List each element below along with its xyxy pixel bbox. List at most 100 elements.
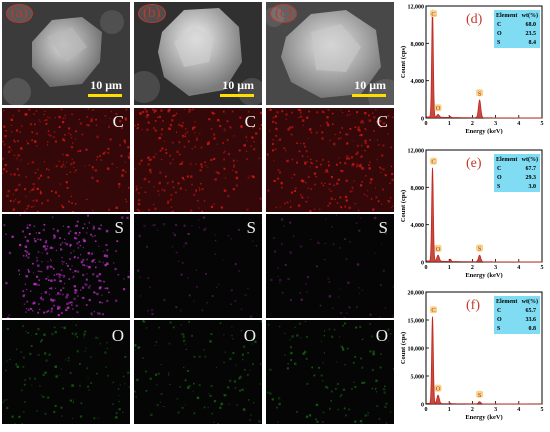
table-cell-element: C [497,308,501,314]
x-tick-label: 2 [471,265,474,271]
y-tick-label: 20,000 [408,291,425,297]
table-cell-element: O [497,175,502,181]
panel-label: (f) [466,298,480,313]
map-dots [2,324,130,424]
map-o-3: O [266,320,394,424]
map-o-2: O [134,320,262,424]
map-dots [266,320,394,424]
peak-label-bg [434,104,442,112]
sem-image-b: (b) 10 μm [134,2,262,105]
map-element-label: O [375,326,388,345]
y-axis-label: Count (cps) [400,46,407,78]
panel-label-a: (a) [6,4,33,23]
map-element-label: S [246,218,256,237]
x-tick-label: 2 [471,121,474,127]
table-cell-element: C [497,166,501,172]
y-axis-label: Count (cps) [400,332,407,364]
table-header-wt: wt(%) [522,12,538,19]
map-element-label: O [111,326,124,345]
table-cell-wt: 8.4 [529,40,537,46]
peak-label-bg [434,384,442,392]
table-cell-element: S [497,184,501,190]
table-cell-wt: 23.5 [526,31,537,37]
y-tick-label: 8,000 [411,186,425,192]
y-tick-label: 4,000 [411,223,425,229]
table-cell-wt: 0.8 [529,326,537,332]
table-header-wt: wt(%) [522,156,538,163]
peak-label: C [431,159,435,166]
peak-label-bg [476,390,484,398]
x-tick-label: 0 [425,265,428,271]
panel-label-c: (c) [270,4,297,23]
table-header-wt: wt(%) [522,298,538,305]
map-o-1: O [2,320,130,424]
map-c-2: C [134,108,262,212]
x-tick-label: 4 [517,265,520,271]
sem-image-a: (a) 10 μm [2,2,130,105]
peak-label: O [436,105,441,112]
map-dots [266,108,394,212]
composition-table [494,10,540,48]
x-tick-label: 2 [471,407,474,413]
table-header-element: Element [496,299,517,305]
map-element-label: C [112,112,124,131]
sem-image-c: (c) 10 μm [266,2,394,105]
spectrum-line [426,167,542,263]
x-tick-label: 4 [517,407,520,413]
map-dots [134,108,262,212]
x-tick-label: 5 [541,265,544,271]
map-element-label: O [243,326,256,345]
peak-label-bg [429,306,437,314]
x-tick-label: 3 [494,407,497,413]
y-tick-label: 5,000 [411,375,425,381]
x-tick-label: 1 [448,407,451,413]
y-tick-label: 0 [421,117,424,123]
x-tick-label: 1 [448,265,451,271]
map-s-2: S [134,214,262,318]
table-cell-wt: 65.7 [526,308,537,314]
y-tick-label: 15,000 [408,319,425,325]
table-cell-element: C [497,22,501,28]
table-cell-wt: 29.3 [526,175,537,181]
peak-label-bg [429,157,437,165]
peak-label: S [478,90,482,97]
map-dots [3,214,130,318]
y-tick-label: 12,000 [408,5,425,11]
panel-label-b: (b) [138,4,166,23]
map-s-3: S [266,214,394,318]
x-tick-label: 5 [541,407,544,413]
table-cell-wt: 3.0 [529,184,537,190]
map-element-label: C [376,112,388,131]
x-tick-label: 3 [494,265,497,271]
map-dots [137,216,262,318]
x-tick-label: 0 [425,407,428,413]
scale-bar-c: 10 μm [352,78,386,97]
scale-bar-a: 10 μm [88,78,122,97]
panel-label: (d) [466,12,483,27]
peak-label: C [431,11,435,18]
map-dots [270,214,394,318]
x-axis-label: Energy (keV) [465,414,502,421]
x-axis-label: Energy (keV) [465,272,502,279]
peak-label-bg [434,244,442,252]
peak-label-bg [476,244,484,252]
spectrum-line [426,9,542,119]
spectrum-line [426,316,542,405]
peak-label: O [436,246,441,253]
eds-spectra: 0 4,000 8,000 12,000 0 1 2 3 4 5 Energy (keV) Count… [400,5,544,422]
sem-particle-b [134,2,262,105]
peak-label: S [478,392,482,399]
table-header-element: Element [496,13,517,19]
scale-bar-b: 10 μm [220,78,254,97]
x-tick-label: 4 [517,121,520,127]
peak-label-bg [476,89,484,97]
y-tick-label: 0 [421,261,424,267]
y-tick-label: 8,000 [411,42,425,48]
y-axis-label: Count (cps) [400,190,407,222]
map-c-1: C [2,108,130,212]
map-element-label: C [244,112,256,131]
y-tick-label: 12,000 [408,149,425,155]
panel-label: (e) [466,156,482,171]
x-tick-label: 5 [541,121,544,127]
table-cell-wt: 33.6 [526,317,537,323]
